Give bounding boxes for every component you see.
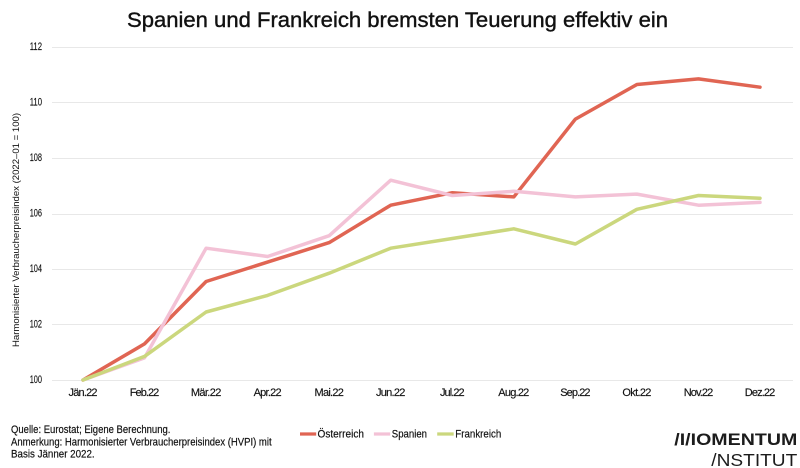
svg-text:100: 100 — [30, 374, 42, 386]
svg-text:108: 108 — [30, 152, 42, 164]
svg-text:106: 106 — [30, 208, 42, 220]
svg-text:Nov.22: Nov.22 — [684, 387, 714, 399]
svg-text:Okt.22: Okt.22 — [622, 387, 651, 399]
svg-text:Dez.22: Dez.22 — [745, 387, 776, 399]
svg-text:110: 110 — [30, 97, 42, 109]
svg-text:Harmonisierter Verbraucherprei: Harmonisierter Verbraucherpreisindex (20… — [11, 113, 21, 347]
svg-text:Spanien: Spanien — [392, 428, 427, 440]
svg-text:Anmerkung: Harmonisierter Verb: Anmerkung: Harmonisierter Verbraucherpre… — [11, 437, 272, 449]
svg-text:Österreich: Österreich — [318, 428, 365, 440]
svg-text:Mai.22: Mai.22 — [315, 387, 344, 399]
svg-text:/I/IOMENTUM: /I/IOMENTUM — [674, 430, 797, 449]
svg-text:Jul.22: Jul.22 — [440, 387, 465, 399]
svg-text:Spanien und Frankreich bremste: Spanien und Frankreich bremsten Teuerung… — [127, 7, 668, 32]
svg-text:Feb.22: Feb.22 — [130, 387, 160, 399]
svg-text:112: 112 — [30, 41, 42, 53]
svg-text:Quelle: Eurostat; Eigene Berec: Quelle: Eurostat; Eigene Berechnung. — [11, 424, 170, 436]
svg-text:Basis Jänner 2022.: Basis Jänner 2022. — [11, 449, 95, 461]
svg-text:102: 102 — [30, 319, 42, 331]
svg-text:Jun.22: Jun.22 — [376, 387, 405, 399]
svg-text:Apr.22: Apr.22 — [254, 387, 282, 399]
svg-text:104: 104 — [30, 263, 42, 275]
svg-text:Sep.22: Sep.22 — [560, 387, 590, 399]
svg-text:/NSTITUT: /NSTITUT — [711, 450, 797, 468]
svg-text:Jän.22: Jän.22 — [69, 387, 98, 399]
svg-text:Frankreich: Frankreich — [455, 428, 501, 440]
svg-text:Mär.22: Mär.22 — [191, 387, 222, 399]
svg-text:Aug.22: Aug.22 — [498, 387, 529, 399]
